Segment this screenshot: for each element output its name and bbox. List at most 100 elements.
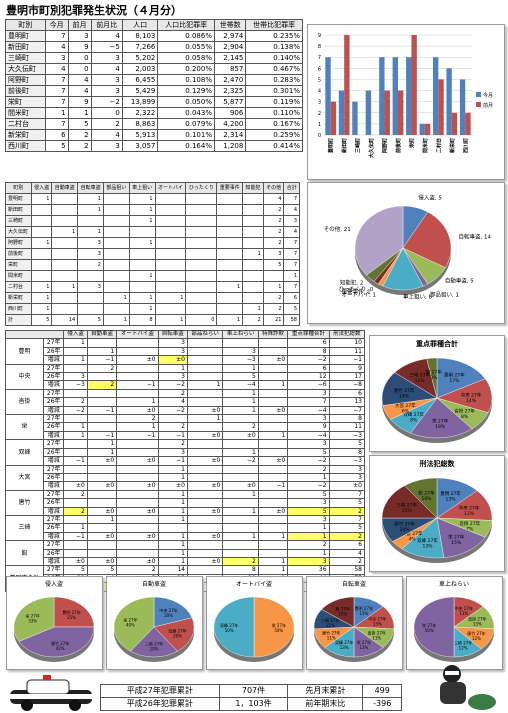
- pie-label: 栄 27年: [448, 534, 465, 541]
- cell: 7: [283, 237, 300, 249]
- row: 二村台 1 1 3 1 1 7: [5, 281, 300, 293]
- cell: [154, 303, 187, 315]
- cell: 5,429: [121, 85, 159, 97]
- pie-value: 12%: [472, 636, 481, 641]
- pie-value: 7%: [466, 526, 474, 532]
- cell: 3: [157, 372, 188, 382]
- cell: [86, 338, 118, 348]
- pie-label: 自動車盗, 5: [445, 277, 474, 285]
- row: 増減 −2 −1 ±0 −2 ±0 1 ±0 −4 −7: [6, 405, 366, 416]
- cell: 1: [128, 193, 156, 205]
- cell: 4: [67, 74, 92, 86]
- row: 増減 −1 ±0 ±0 1 ±0 1 1 1 2: [6, 531, 366, 542]
- cell: [185, 226, 218, 238]
- cell: −1: [86, 405, 118, 416]
- thief: [440, 665, 496, 710]
- cell: [128, 281, 156, 293]
- cell: [116, 346, 159, 357]
- row-label: 増減: [43, 405, 65, 416]
- cell: [216, 204, 244, 216]
- cell: 36: [287, 565, 330, 575]
- cell: 1: [63, 355, 88, 365]
- pie-slice: [381, 485, 438, 519]
- cell: 1: [30, 303, 53, 315]
- cell: [30, 259, 53, 271]
- pie-slice: [354, 205, 404, 276]
- row-label: 27年: [43, 514, 65, 525]
- pie-value: 15%: [402, 508, 413, 514]
- pie-label: 部品狙い, 1: [430, 291, 459, 299]
- bar: [338, 90, 345, 135]
- row: 平成27年犯罪累計 707件 先月末累計 499: [100, 684, 402, 698]
- cell: 1: [116, 422, 159, 432]
- cell: 0.301%: [245, 85, 303, 97]
- cell: 3,057: [121, 140, 159, 152]
- cell: [257, 346, 289, 357]
- pie-label: 唐竹 27年: [394, 387, 415, 394]
- cell: [157, 523, 188, 533]
- cell: 2: [86, 363, 118, 374]
- cell: [257, 472, 289, 483]
- cell: 8: [128, 314, 156, 326]
- cell: ±0: [257, 355, 289, 365]
- pie-value: 8%: [461, 414, 469, 420]
- cell: 7: [287, 397, 330, 407]
- cell: −7: [328, 405, 366, 416]
- header-cell: 刑法犯総数: [328, 329, 366, 340]
- cell: 1: [86, 447, 118, 458]
- cell: 2: [262, 292, 285, 304]
- cell: [116, 439, 159, 449]
- cell: 1: [157, 531, 188, 542]
- cell: [185, 193, 218, 205]
- bar: [365, 90, 372, 135]
- cell: 1: [216, 314, 244, 326]
- cell: [242, 204, 264, 216]
- cell: 7: [44, 74, 69, 86]
- cell: 9: [287, 422, 330, 432]
- row: 大久伝町 4 0 4 2,003 0.200% 857 0.467%: [5, 63, 303, 75]
- pie-value: 20%: [150, 647, 159, 652]
- bar: [419, 123, 425, 135]
- pie-value: 13%: [359, 645, 368, 650]
- row: 前後町 7 4 3 5,429 0.129% 2,325 0.301%: [5, 85, 303, 97]
- cell: 間米町: [5, 107, 46, 119]
- cell: ±0: [186, 531, 224, 542]
- header-cell: 特殊詐欺: [257, 329, 289, 340]
- cell: ±0: [116, 556, 159, 567]
- cell: 3: [262, 248, 285, 260]
- cell: 1: [157, 498, 188, 508]
- cell: 1: [86, 514, 118, 525]
- cell: −2: [90, 96, 123, 108]
- cell: [116, 489, 159, 500]
- row: 間米町 1 1 0 2,322 0.043% 906 0.110%: [5, 107, 303, 119]
- cell: [63, 447, 88, 458]
- cell: 大久伝町: [5, 226, 32, 238]
- pie-label: 双峰 27年: [335, 639, 353, 645]
- cell: 三崎町: [5, 52, 46, 64]
- cell: [216, 215, 244, 227]
- pie-label: 侵入盗, 5: [418, 193, 442, 201]
- row: 26年 1 1 2 2 9 11: [6, 422, 366, 432]
- cell: 1: [157, 489, 188, 500]
- cell: 1: [257, 556, 289, 567]
- cell: 4: [262, 193, 285, 205]
- bar: [384, 90, 390, 135]
- cell: 4: [44, 41, 69, 53]
- cell: 1: [128, 215, 156, 227]
- header-cell: オートバイ盗: [116, 329, 159, 340]
- cell: −2: [287, 355, 330, 365]
- cell: [216, 270, 244, 282]
- town-table: 町別 今月 前月 前月比 人口 人口比犯罪率 世帯数 世帯比犯罪率 豊明町 7 3 4 8,103 0.0…: [5, 19, 303, 152]
- cell: 1: [262, 281, 285, 293]
- pie-slice: [113, 596, 155, 652]
- cell: [116, 388, 159, 399]
- cell: 2: [157, 422, 188, 432]
- pie-label: 栄 27年: [432, 418, 449, 425]
- cell: −2: [287, 456, 330, 466]
- cell: [257, 397, 289, 407]
- cell: [30, 248, 53, 260]
- cell: [77, 292, 104, 304]
- cell: ±0: [116, 531, 159, 542]
